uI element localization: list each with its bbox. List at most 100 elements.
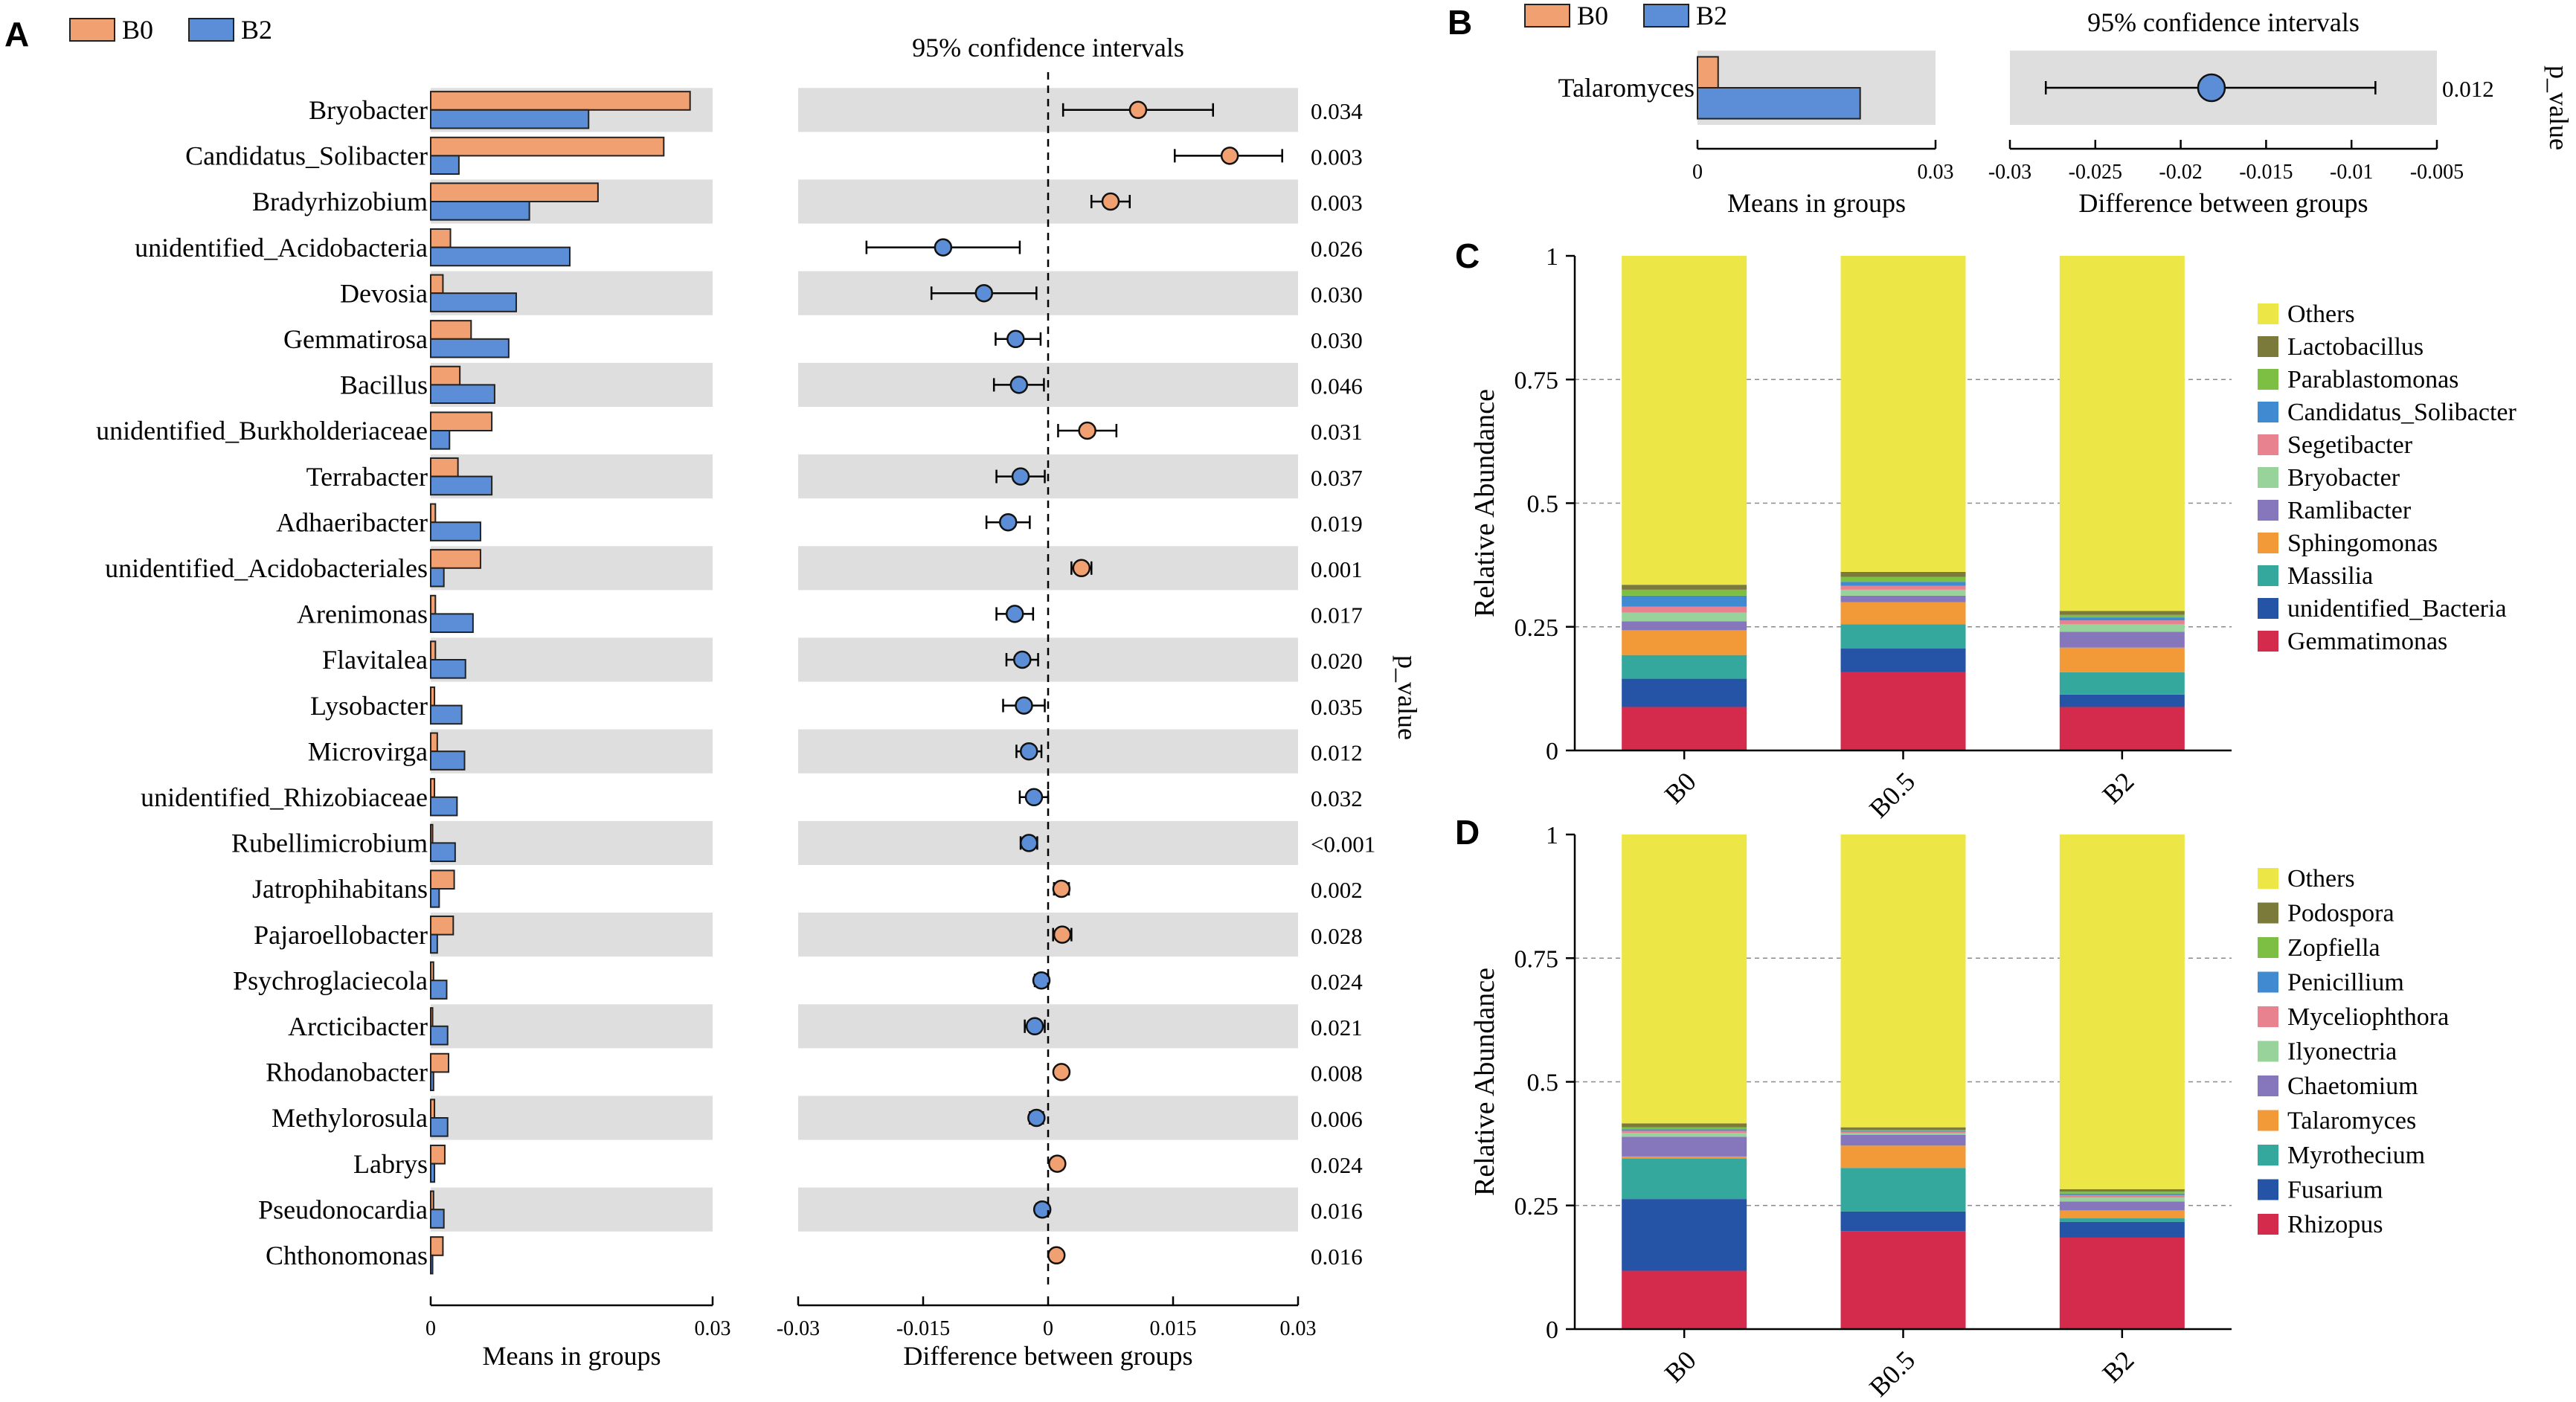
- stack-segment-massilia: [1622, 655, 1747, 679]
- legend-swatch: [2258, 500, 2278, 521]
- bar-b2: [430, 1254, 434, 1275]
- legend-swatch: [2258, 902, 2278, 924]
- bar-b0: [430, 1190, 434, 1211]
- p-value: 0.026: [1311, 236, 1363, 262]
- legend-label: Segetibacter: [2287, 431, 2413, 459]
- bar-b2: [430, 659, 466, 679]
- p-value: 0.002: [1311, 877, 1363, 903]
- legend-label: Others: [2287, 865, 2355, 893]
- stack-segment-zopfiella: [2059, 1192, 2185, 1194]
- category-label: Chthonomonas: [266, 1241, 428, 1270]
- stack-segment-parablastomonas: [1840, 576, 1966, 582]
- diff-point: [1013, 650, 1032, 669]
- category-label: Bryobacter: [309, 95, 428, 125]
- p-value: 0.003: [1311, 144, 1363, 170]
- bar-b0: [430, 686, 436, 707]
- diff-tick-label: -0.005: [2410, 161, 2464, 184]
- category-label: Microvirga: [308, 736, 428, 766]
- bar-b0: [430, 182, 599, 202]
- stack-segment-zopfiella: [1622, 1127, 1747, 1130]
- stack-segment-segetibacter: [1840, 585, 1966, 590]
- category-label: unidentified_Burkholderiaceae: [96, 416, 428, 446]
- means-band-row: [431, 1004, 713, 1049]
- bar-b0: [430, 1144, 446, 1165]
- stack-segment-chaetomium: [1622, 1136, 1747, 1157]
- x-tick-label: B0.5: [1863, 766, 1921, 823]
- category-label: Candidatus_Solibacter: [185, 141, 428, 171]
- diff-point: [1024, 788, 1044, 807]
- p-value: 0.003: [1311, 190, 1363, 216]
- legend-swatch: [2258, 1179, 2278, 1200]
- category-label: unidentified_Acidobacteriales: [105, 553, 428, 583]
- legend-label: Myceliophthora: [2287, 1003, 2449, 1031]
- category-label: Adhaeribacter: [276, 507, 428, 537]
- means-band-row: [431, 1187, 713, 1232]
- stack-segment-myrothecium: [1622, 1158, 1747, 1200]
- category-label: Devosia: [340, 278, 428, 308]
- stack-segment-lactobacillus: [2059, 611, 2185, 615]
- bar-b0: [430, 136, 665, 157]
- p-value: 0.020: [1311, 648, 1363, 674]
- legend-swatch: [2258, 336, 2278, 357]
- legend-label: Lactobacillus: [2287, 333, 2424, 361]
- bar-b2: [430, 155, 460, 176]
- stack-segment-sphingomonas: [1622, 630, 1747, 655]
- diff-tick-label: -0.03: [777, 1317, 820, 1340]
- means-band-row: [431, 1096, 713, 1140]
- category-label: Labrys: [353, 1149, 428, 1179]
- y-tick-label: 1: [1546, 243, 1558, 271]
- stack-segment-massilia: [1840, 624, 1966, 649]
- panel-d-stacked-bar-chart: 0 0.25 0.5 0.75 1 B0 B0.5 B2 Relative Abundance O…: [1469, 822, 2449, 1402]
- stack-segment-parablastomonas: [2059, 614, 2185, 618]
- y-tick-label: 1: [1546, 822, 1558, 849]
- bar-b0: [430, 1052, 450, 1073]
- stack-segment-others: [1622, 256, 1747, 585]
- stack-segment-gemmatimonas: [1622, 707, 1747, 750]
- bar-b0: [430, 594, 437, 615]
- stack-segment-myceliophthora: [2059, 1194, 2185, 1198]
- bar-b0: [430, 411, 493, 431]
- category-label: Talaromyces: [1558, 73, 1695, 103]
- legend-swatch: [2258, 1110, 2278, 1131]
- stack-segment-myceliophthora: [1840, 1131, 1966, 1134]
- legend-label: Fusarium: [2287, 1177, 2383, 1204]
- legend-label-b0: B0: [1577, 1, 1608, 30]
- stack-segment-lactobacillus: [1622, 585, 1747, 590]
- bar-b2: [430, 201, 530, 221]
- stack-segment-unidentified-bacteria: [1840, 649, 1966, 672]
- stack-segment-candidatus-solibacter: [1840, 582, 1966, 586]
- diff-point: [1025, 1017, 1044, 1036]
- stack-segment-rhizopus: [1840, 1231, 1966, 1329]
- y-tick-label: 0: [1546, 738, 1558, 765]
- diff-point: [998, 512, 1018, 532]
- bar-b2: [430, 613, 474, 634]
- panel-a-extended-error-bar: B0 B2 95% confidence intervals Bryobacter 0.…: [69, 15, 1422, 1371]
- bar-b2: [430, 842, 456, 863]
- category-label: Bacillus: [340, 370, 428, 400]
- legend-swatch: [2258, 1145, 2278, 1165]
- legend-label: Parablastomonas: [2287, 366, 2458, 393]
- legend-label: Myrothecium: [2287, 1142, 2425, 1169]
- bar-b0: [430, 503, 437, 524]
- p-value: 0.008: [1311, 1061, 1363, 1087]
- legend-label-b0: B0: [122, 15, 153, 45]
- legend: Others Lactobacillus Parablastomonas Candid…: [2258, 300, 2517, 655]
- bar-b2: [430, 704, 463, 725]
- bar-b2: [430, 888, 440, 908]
- stack-segment-lactobacillus: [1840, 571, 1966, 577]
- stack-segment-others: [1840, 835, 1966, 1128]
- category-label: Bradyrhizobium: [252, 187, 428, 216]
- legend-label: unidentified_Bacteria: [2287, 595, 2507, 623]
- p-value: 0.037: [1311, 465, 1363, 491]
- stack-segment-talaromyces: [2059, 1210, 2185, 1219]
- diff-point: [1027, 1108, 1046, 1128]
- p-value: 0.017: [1311, 602, 1363, 628]
- diff-point: [1072, 559, 1091, 578]
- bar-b2: [430, 246, 571, 267]
- legend-swatch: [2258, 533, 2278, 553]
- p-value: 0.030: [1311, 327, 1363, 353]
- legend-swatch: [2258, 937, 2278, 958]
- diff-point: [2197, 73, 2226, 103]
- legend-label: Penicillium: [2287, 969, 2404, 997]
- legend-label: Podospora: [2287, 900, 2394, 927]
